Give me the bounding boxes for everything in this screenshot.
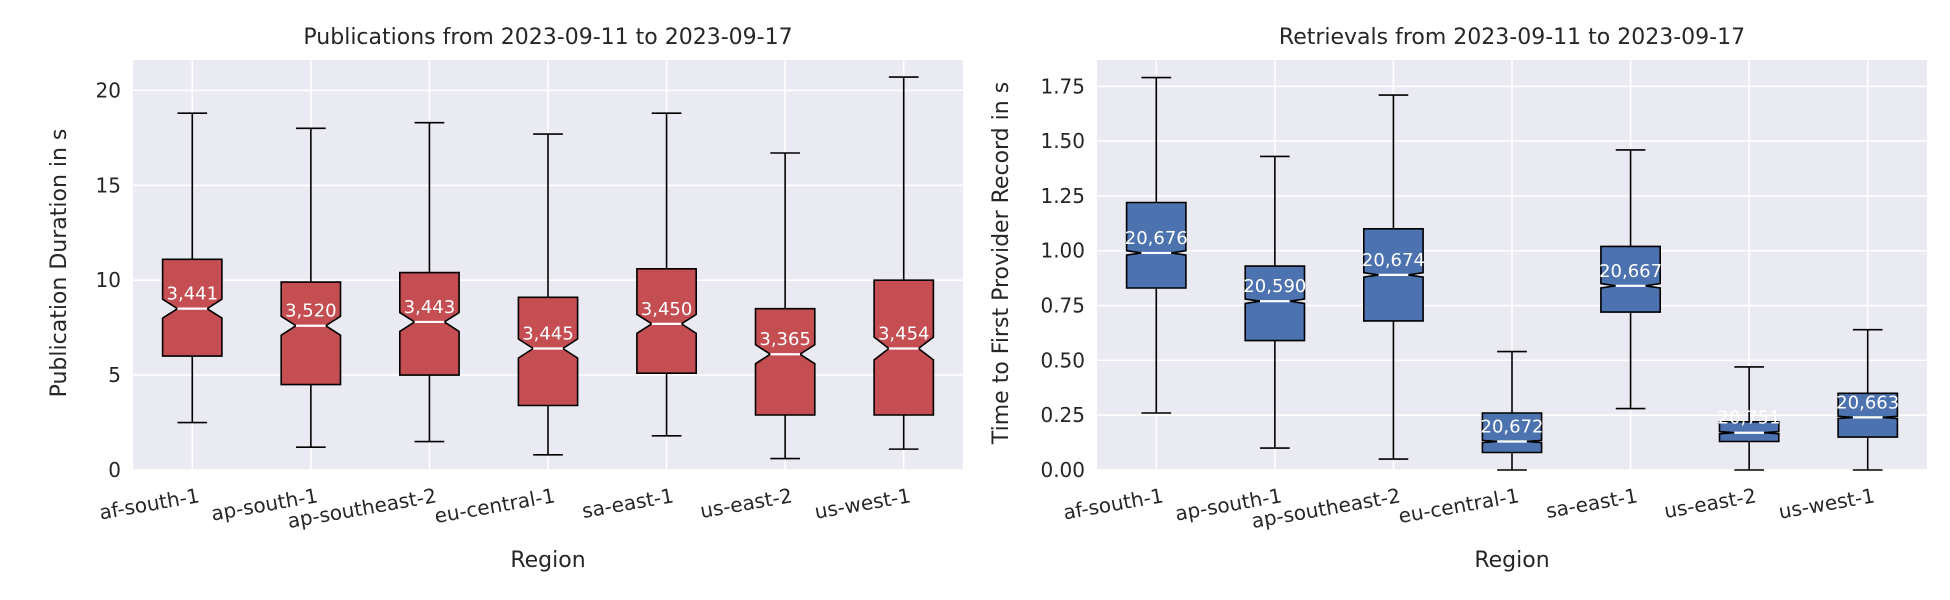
count-label: 3,445 [522,324,574,345]
box-sa-east-1: 20,667 [1599,149,1662,410]
box-body [1837,392,1899,438]
y-tick-label: 0.25 [1040,403,1085,427]
y-tick-label: 1.75 [1040,74,1085,98]
x-tick-label: us-west-1 [813,483,913,524]
y-tick-label: 10 [96,268,121,292]
count-label: 20,663 [1836,392,1899,413]
box-af-south-1: 20,676 [1125,76,1188,414]
box-sa-east-1: 3,450 [636,112,698,437]
y-tick-label: 5 [108,363,121,387]
count-label: 20,751 [1718,408,1781,429]
x-axis-label: Region [510,548,585,573]
box-af-south-1: 3,441 [161,112,223,424]
count-label: 3,450 [641,299,693,320]
y-tick-label: 1.25 [1040,184,1085,208]
count-label: 20,672 [1481,416,1544,437]
box-ap-southeast-2: 3,443 [398,121,460,443]
x-tick-label: us-west-1 [1777,483,1877,524]
box-ap-south-1: 3,520 [280,127,342,449]
y-tick-label: 0.00 [1040,458,1085,482]
count-label: 3,443 [404,297,456,318]
x-tick-label: us-east-2 [1662,483,1758,523]
chart-title: Publications from 2023-09-11 to 2023-09-… [303,25,792,50]
count-label: 20,674 [1362,250,1425,271]
count-label: 3,520 [285,301,337,322]
box-ap-southeast-2: 20,674 [1362,94,1425,460]
count-label: 20,676 [1125,228,1188,249]
box-body [1125,201,1187,289]
box-eu-central-1: 3,445 [517,133,579,456]
box-body [280,281,342,386]
y-tick-label: 0 [108,458,121,482]
x-tick-label: af-south-1 [97,483,201,524]
box-body [517,296,579,407]
y-tick-label: 20 [96,78,121,102]
box-body [1244,265,1306,342]
box-us-east-2: 3,365 [754,152,816,460]
y-axis-label: Time to First Provider Record in s [989,82,1014,445]
box-us-west-1: 20,663 [1836,328,1899,471]
box-body [754,307,816,416]
x-tick-label: us-east-2 [698,483,794,523]
count-label: 20,590 [1243,276,1306,297]
publications-chart: Publications from 2023-09-11 to 2023-09-… [47,25,963,573]
box-ap-south-1: 20,590 [1243,155,1306,449]
box-us-west-1: 3,454 [873,76,935,450]
box-eu-central-1: 20,672 [1481,350,1544,471]
x-tick-label: eu-central-1 [433,483,557,528]
chart-title: Retrievals from 2023-09-11 to 2023-09-17 [1279,25,1745,50]
count-label: 20,667 [1599,261,1662,282]
count-label: 3,365 [759,329,811,350]
x-tick-label: sa-east-1 [1544,483,1639,523]
count-label: 3,454 [878,324,930,345]
x-tick-label: sa-east-1 [580,483,675,523]
retrievals-chart: Retrievals from 2023-09-11 to 2023-09-17… [989,25,1927,573]
y-tick-label: 15 [96,173,121,197]
y-tick-label: 1.00 [1040,239,1085,263]
x-tick-label: af-south-1 [1061,483,1165,524]
box-body [1481,412,1543,454]
x-tick-label: eu-central-1 [1397,483,1521,528]
y-tick-label: 0.75 [1040,294,1085,318]
box-us-east-2: 20,751 [1718,366,1781,471]
box-body [636,267,698,375]
y-tick-label: 1.50 [1040,129,1085,153]
y-tick-label: 0.50 [1040,348,1085,372]
box-body [1600,245,1661,313]
count-label: 3,441 [167,284,219,305]
y-axis-label: Publication Duration in s [47,129,72,398]
x-axis-label: Region [1474,548,1549,573]
box-body [398,271,460,376]
